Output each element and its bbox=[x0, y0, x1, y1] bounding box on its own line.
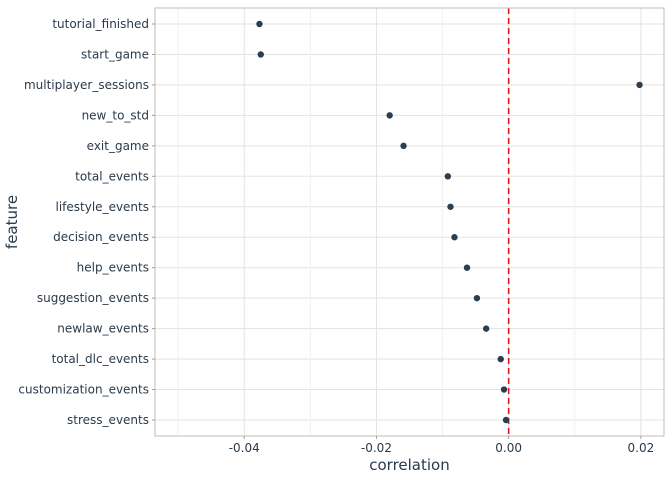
y-tick-label-start_game: start_game bbox=[81, 47, 149, 61]
y-tick-label-total_dlc_events: total_dlc_events bbox=[52, 352, 149, 366]
y-tick-label-total_events: total_events bbox=[75, 169, 149, 183]
y-tick-label-exit_game: exit_game bbox=[87, 139, 149, 153]
y-tick-label-lifestyle_events: lifestyle_events bbox=[56, 200, 149, 214]
point-newlaw_events bbox=[482, 325, 490, 332]
point-decision_events bbox=[451, 234, 458, 241]
y-tick-labels: tutorial_finished start_game multiplayer_s… bbox=[18, 17, 155, 427]
point-new_to_std bbox=[386, 112, 393, 119]
y-tick-label-decision_events: decision_events bbox=[53, 230, 149, 244]
point-suggestion_events bbox=[473, 294, 481, 302]
point-total_dlc_events bbox=[497, 355, 504, 363]
y-tick-label-suggestion_events: suggestion_events bbox=[37, 291, 149, 305]
point-total_events bbox=[444, 173, 452, 180]
y-axis-title: feature bbox=[3, 195, 21, 249]
point-exit_game bbox=[400, 142, 407, 150]
plot-panel-border bbox=[154, 7, 665, 437]
x-tick-label: -0.02 bbox=[361, 441, 392, 455]
point-stress_events bbox=[502, 416, 510, 424]
point-customization_events bbox=[500, 386, 508, 393]
x-axis-title: correlation bbox=[369, 456, 450, 474]
point-multiplayer_sessions bbox=[636, 81, 643, 89]
data-points bbox=[256, 20, 643, 424]
y-tick-label-new_to_std: new_to_std bbox=[82, 108, 149, 122]
y-tick-label-stress_events: stress_events bbox=[67, 413, 149, 427]
point-tutorial_finished bbox=[256, 20, 263, 28]
y-tick-label-customization_events: customization_events bbox=[18, 383, 149, 397]
y-tick-label-newlaw_events: newlaw_events bbox=[57, 322, 149, 336]
point-lifestyle_events bbox=[447, 203, 454, 210]
x-tick-label: 0.00 bbox=[495, 441, 522, 455]
horizontal-gridlines bbox=[155, 23, 664, 421]
x-tick-label: -0.04 bbox=[229, 441, 260, 455]
x-tick-label: 0.02 bbox=[628, 441, 655, 455]
point-start_game bbox=[257, 51, 264, 58]
y-tick-label-help_events: help_events bbox=[77, 261, 149, 275]
x-tick-labels: -0.04 -0.02 0.00 0.02 bbox=[229, 436, 655, 455]
point-help_events bbox=[463, 264, 471, 271]
y-tick-label-tutorial_finished: tutorial_finished bbox=[52, 17, 149, 31]
y-tick-label-multiplayer_sessions: multiplayer_sessions bbox=[24, 78, 149, 92]
